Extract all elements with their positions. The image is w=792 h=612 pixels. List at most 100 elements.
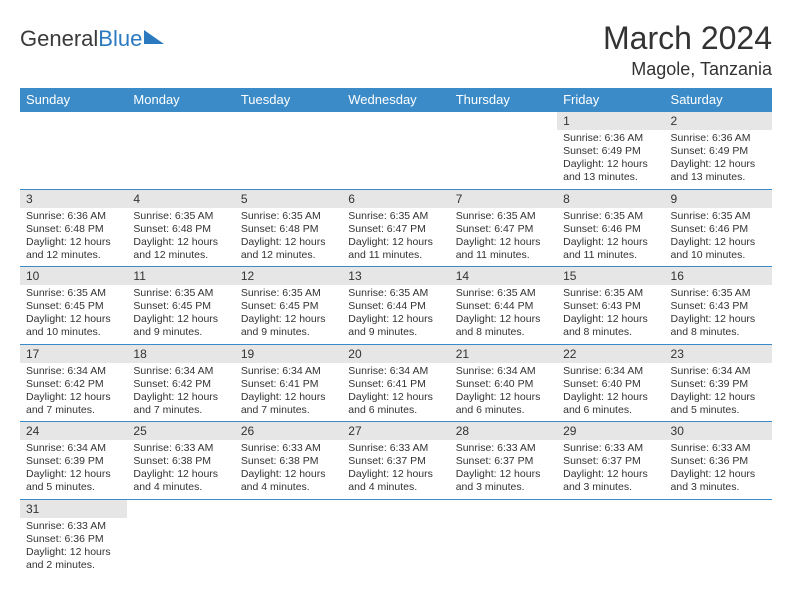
daylight-text: Daylight: 12 hours and 13 minutes. <box>671 158 766 184</box>
calendar-day-cell: 11Sunrise: 6:35 AMSunset: 6:45 PMDayligh… <box>127 267 234 345</box>
day-details <box>127 130 234 136</box>
daylight-text: Daylight: 12 hours and 2 minutes. <box>26 546 121 572</box>
calendar-day-cell: 31Sunrise: 6:33 AMSunset: 6:36 PMDayligh… <box>20 499 127 576</box>
daylight-text: Daylight: 12 hours and 6 minutes. <box>456 391 551 417</box>
day-details: Sunrise: 6:35 AMSunset: 6:48 PMDaylight:… <box>127 208 234 267</box>
day-number: 7 <box>450 190 557 208</box>
calendar-day-cell <box>342 499 449 576</box>
day-details: Sunrise: 6:33 AMSunset: 6:38 PMDaylight:… <box>235 440 342 499</box>
sunrise-text: Sunrise: 6:33 AM <box>348 442 443 455</box>
sunset-text: Sunset: 6:49 PM <box>563 145 658 158</box>
sunset-text: Sunset: 6:48 PM <box>241 223 336 236</box>
sunrise-text: Sunrise: 6:33 AM <box>671 442 766 455</box>
day-number: 22 <box>557 345 664 363</box>
daylight-text: Daylight: 12 hours and 9 minutes. <box>241 313 336 339</box>
day-number: 31 <box>20 500 127 518</box>
day-number: 13 <box>342 267 449 285</box>
calendar-day-cell: 23Sunrise: 6:34 AMSunset: 6:39 PMDayligh… <box>665 344 772 422</box>
day-details <box>127 518 234 524</box>
day-number <box>665 500 772 518</box>
calendar-day-cell: 17Sunrise: 6:34 AMSunset: 6:42 PMDayligh… <box>20 344 127 422</box>
logo-text-general: General <box>20 26 98 52</box>
day-number: 12 <box>235 267 342 285</box>
calendar-day-cell <box>450 112 557 190</box>
sunrise-text: Sunrise: 6:35 AM <box>456 287 551 300</box>
sunrise-text: Sunrise: 6:35 AM <box>133 287 228 300</box>
sunset-text: Sunset: 6:42 PM <box>133 378 228 391</box>
calendar-week-row: 31Sunrise: 6:33 AMSunset: 6:36 PMDayligh… <box>20 499 772 576</box>
sunrise-text: Sunrise: 6:34 AM <box>26 442 121 455</box>
daylight-text: Daylight: 12 hours and 9 minutes. <box>348 313 443 339</box>
day-number <box>342 112 449 130</box>
sunset-text: Sunset: 6:36 PM <box>671 455 766 468</box>
sunrise-text: Sunrise: 6:35 AM <box>348 287 443 300</box>
sunrise-text: Sunrise: 6:35 AM <box>563 210 658 223</box>
sunset-text: Sunset: 6:45 PM <box>26 300 121 313</box>
day-details: Sunrise: 6:33 AMSunset: 6:37 PMDaylight:… <box>342 440 449 499</box>
sunrise-text: Sunrise: 6:33 AM <box>133 442 228 455</box>
daylight-text: Daylight: 12 hours and 8 minutes. <box>456 313 551 339</box>
day-details <box>235 130 342 136</box>
daylight-text: Daylight: 12 hours and 9 minutes. <box>133 313 228 339</box>
calendar-day-cell <box>665 499 772 576</box>
daylight-text: Daylight: 12 hours and 13 minutes. <box>563 158 658 184</box>
day-number: 14 <box>450 267 557 285</box>
title-block: March 2024 Magole, Tanzania <box>603 20 772 80</box>
day-number: 23 <box>665 345 772 363</box>
day-details: Sunrise: 6:35 AMSunset: 6:45 PMDaylight:… <box>127 285 234 344</box>
day-number <box>450 500 557 518</box>
calendar-day-cell <box>235 499 342 576</box>
sunrise-text: Sunrise: 6:34 AM <box>133 365 228 378</box>
calendar-day-cell: 26Sunrise: 6:33 AMSunset: 6:38 PMDayligh… <box>235 422 342 500</box>
calendar-day-cell <box>20 112 127 190</box>
sunset-text: Sunset: 6:49 PM <box>671 145 766 158</box>
day-number <box>557 500 664 518</box>
day-details <box>450 518 557 524</box>
day-details: Sunrise: 6:35 AMSunset: 6:47 PMDaylight:… <box>342 208 449 267</box>
sunset-text: Sunset: 6:39 PM <box>671 378 766 391</box>
month-title: March 2024 <box>603 20 772 57</box>
daylight-text: Daylight: 12 hours and 8 minutes. <box>563 313 658 339</box>
sunset-text: Sunset: 6:37 PM <box>563 455 658 468</box>
day-number: 30 <box>665 422 772 440</box>
day-header-row: Sunday Monday Tuesday Wednesday Thursday… <box>20 88 772 112</box>
calendar-day-cell: 10Sunrise: 6:35 AMSunset: 6:45 PMDayligh… <box>20 267 127 345</box>
day-header: Monday <box>127 88 234 112</box>
calendar-week-row: 24Sunrise: 6:34 AMSunset: 6:39 PMDayligh… <box>20 422 772 500</box>
calendar-day-cell <box>235 112 342 190</box>
calendar-day-cell: 3Sunrise: 6:36 AMSunset: 6:48 PMDaylight… <box>20 189 127 267</box>
sunrise-text: Sunrise: 6:36 AM <box>26 210 121 223</box>
daylight-text: Daylight: 12 hours and 7 minutes. <box>241 391 336 417</box>
day-details: Sunrise: 6:35 AMSunset: 6:46 PMDaylight:… <box>665 208 772 267</box>
day-number: 4 <box>127 190 234 208</box>
calendar-day-cell: 25Sunrise: 6:33 AMSunset: 6:38 PMDayligh… <box>127 422 234 500</box>
day-number: 18 <box>127 345 234 363</box>
daylight-text: Daylight: 12 hours and 6 minutes. <box>348 391 443 417</box>
day-number: 3 <box>20 190 127 208</box>
daylight-text: Daylight: 12 hours and 7 minutes. <box>26 391 121 417</box>
day-number: 2 <box>665 112 772 130</box>
sunset-text: Sunset: 6:48 PM <box>133 223 228 236</box>
calendar-day-cell: 18Sunrise: 6:34 AMSunset: 6:42 PMDayligh… <box>127 344 234 422</box>
day-details: Sunrise: 6:36 AMSunset: 6:48 PMDaylight:… <box>20 208 127 267</box>
calendar-day-cell: 9Sunrise: 6:35 AMSunset: 6:46 PMDaylight… <box>665 189 772 267</box>
sunrise-text: Sunrise: 6:34 AM <box>563 365 658 378</box>
calendar-day-cell: 24Sunrise: 6:34 AMSunset: 6:39 PMDayligh… <box>20 422 127 500</box>
sunset-text: Sunset: 6:45 PM <box>133 300 228 313</box>
sunset-text: Sunset: 6:43 PM <box>563 300 658 313</box>
page-header: GeneralBlue March 2024 Magole, Tanzania <box>20 20 772 80</box>
daylight-text: Daylight: 12 hours and 10 minutes. <box>26 313 121 339</box>
sunrise-text: Sunrise: 6:35 AM <box>671 287 766 300</box>
sunset-text: Sunset: 6:46 PM <box>563 223 658 236</box>
sunset-text: Sunset: 6:39 PM <box>26 455 121 468</box>
daylight-text: Daylight: 12 hours and 11 minutes. <box>456 236 551 262</box>
sunset-text: Sunset: 6:41 PM <box>348 378 443 391</box>
sunrise-text: Sunrise: 6:34 AM <box>671 365 766 378</box>
day-number <box>235 500 342 518</box>
day-details <box>235 518 342 524</box>
sunrise-text: Sunrise: 6:36 AM <box>563 132 658 145</box>
day-details <box>342 130 449 136</box>
day-details: Sunrise: 6:35 AMSunset: 6:43 PMDaylight:… <box>665 285 772 344</box>
sunrise-text: Sunrise: 6:33 AM <box>456 442 551 455</box>
calendar-day-cell <box>450 499 557 576</box>
